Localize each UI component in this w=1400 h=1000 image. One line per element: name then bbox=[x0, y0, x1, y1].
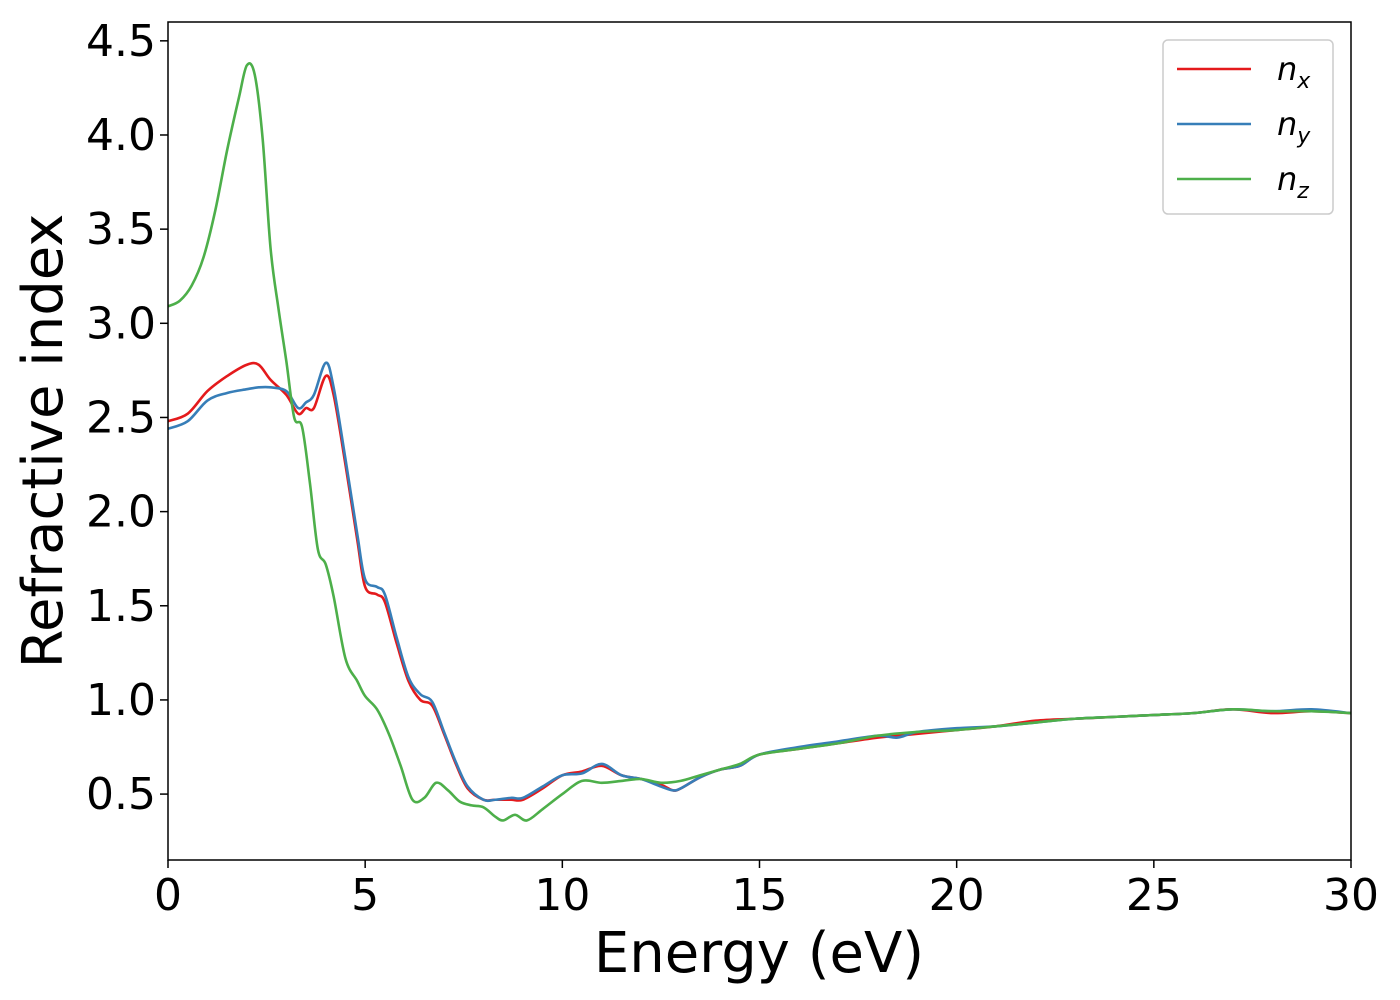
x-tick-label: 15 bbox=[732, 870, 788, 921]
y-tick-label: 3.5 bbox=[86, 204, 156, 255]
x-tick-label: 30 bbox=[1323, 870, 1379, 921]
legend-label-x: nx bbox=[1277, 50, 1311, 94]
y-tick-label: 3.0 bbox=[86, 298, 156, 349]
plot-area bbox=[168, 22, 1351, 860]
series-layer bbox=[167, 62, 1352, 822]
y-tick-label: 0.5 bbox=[86, 769, 156, 820]
y-tick-label: 1.5 bbox=[86, 581, 156, 632]
y-axis-label: Refractive index bbox=[11, 214, 76, 669]
legend-box bbox=[1162, 39, 1334, 215]
legend-label-y: ny bbox=[1277, 105, 1311, 149]
y-tick-label: 1.0 bbox=[86, 675, 156, 726]
x-tick-label: 5 bbox=[351, 870, 379, 921]
y-tick-label: 4.0 bbox=[86, 110, 156, 161]
legend-label-z: nz bbox=[1277, 160, 1309, 204]
ticks-layer: 0 5 10 15 20 25 30 0.5 1.0 1.5 2.0 2.5 3.0 3.5 4.0 4.5 bbox=[86, 16, 1379, 921]
series-line-z bbox=[167, 62, 1352, 822]
y-tick-label: 2.5 bbox=[86, 392, 156, 443]
x-tick-label: 20 bbox=[929, 870, 985, 921]
y-tick-label: 2.0 bbox=[86, 487, 156, 538]
legend: nx ny nz bbox=[1162, 39, 1334, 215]
x-tick-label: 25 bbox=[1126, 870, 1182, 921]
x-axis-label: Energy (eV) bbox=[594, 921, 924, 986]
y-tick-label: 4.5 bbox=[86, 16, 156, 67]
x-tick-label: 0 bbox=[154, 870, 182, 921]
x-tick-label: 10 bbox=[534, 870, 590, 921]
